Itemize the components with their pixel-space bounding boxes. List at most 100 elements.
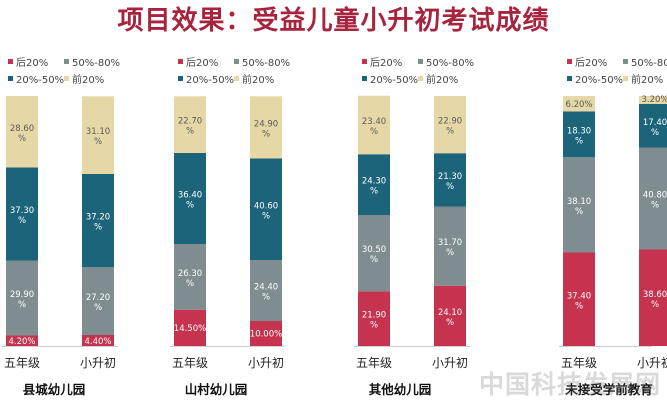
legend-swatch [362, 76, 367, 81]
legend-label: 前20% [242, 73, 274, 86]
legend-label: 后20% [186, 57, 218, 69]
bar-segment-upper [174, 153, 206, 244]
category-label: 五年级 [561, 356, 597, 370]
bar-segment-mid [563, 157, 595, 253]
watermark: 中国科技发展网 [478, 370, 661, 399]
data-label: 40.80% [643, 191, 667, 211]
data-label: 27.20% [86, 293, 110, 313]
legend-label: 20%-50% [370, 75, 418, 86]
legend-swatch [623, 59, 628, 64]
bar-segment-upper [563, 111, 595, 158]
bar-segment-mid [250, 260, 282, 321]
legend-swatch [567, 59, 572, 64]
data-label: 28.60% [10, 124, 34, 144]
data-label: 23.40% [362, 117, 386, 137]
legend-swatch [418, 76, 423, 81]
data-label: 14.50% [174, 324, 206, 334]
bar-segment-after [250, 321, 282, 346]
data-label: 24.30% [362, 177, 386, 197]
bar-segment-mid [82, 267, 114, 335]
legend-swatch [178, 59, 183, 64]
data-label: 24.10% [438, 308, 462, 328]
data-label: 40.60% [254, 201, 278, 221]
legend-label: 50%-80% [242, 58, 290, 69]
data-label: 37.20% [86, 213, 110, 233]
data-label: 38.60% [643, 290, 667, 310]
legend-swatch [8, 59, 13, 64]
bar-segment-upper [82, 174, 114, 267]
data-label: 3.20% [641, 95, 667, 105]
legend-swatch [64, 76, 69, 81]
legend-label: 20%-50% [575, 75, 623, 86]
bar-segment-after [639, 249, 667, 346]
data-label: 18.30% [567, 126, 591, 146]
legend-swatch [178, 76, 183, 81]
legend-swatch [234, 76, 239, 81]
bar-segment-mid [639, 147, 667, 250]
data-label: 24.90% [254, 119, 278, 139]
bar-segment-after [358, 291, 390, 346]
legend-swatch [8, 76, 13, 81]
bar-segment-upper [6, 167, 38, 261]
category-label: 五年级 [4, 356, 40, 370]
data-label: 29.90% [10, 290, 34, 310]
panel-title: 未接受学前教育 [564, 382, 653, 397]
category-label: 小升初 [80, 356, 116, 370]
bar-segment-after [434, 285, 466, 346]
category-label: 小升初 [248, 356, 284, 370]
legend-label: 20%-50% [16, 75, 64, 86]
data-label: 30.50% [362, 245, 386, 265]
legend-swatch [234, 59, 239, 64]
data-label: 36.40% [178, 191, 202, 211]
bar-segment-top [639, 96, 667, 104]
bar-segment-top [6, 96, 38, 168]
panel-title: 其他幼儿园 [369, 382, 432, 397]
bar-segment-top [434, 96, 466, 154]
legend-label: 前20% [72, 73, 104, 86]
panel-title: 县城幼儿园 [23, 382, 86, 397]
bar-segment-top [358, 95, 390, 155]
category-label: 小升初 [432, 356, 468, 370]
bar-segment-top [82, 96, 114, 174]
bar-segment-after [82, 335, 114, 346]
data-label: 4.40% [84, 337, 111, 347]
bar-segment-upper [250, 158, 282, 260]
data-label: 24.40% [254, 283, 278, 303]
panel-title: 山村幼儿园 [185, 382, 248, 397]
bar-segment-top [250, 96, 282, 159]
bar-segment-mid [358, 215, 390, 292]
bar-segment-upper [639, 104, 667, 148]
legend-swatch [362, 59, 367, 64]
data-label: 38.10% [567, 197, 591, 217]
category-label: 五年级 [172, 356, 208, 370]
bar-segment-after [563, 252, 595, 346]
data-label: 21.90% [362, 311, 386, 331]
data-label: 6.20% [565, 100, 592, 110]
bar-segment-mid [434, 206, 466, 286]
bar-segment-top [174, 96, 206, 153]
legend-swatch [418, 59, 423, 64]
legend-label: 50%-80% [426, 58, 474, 69]
legend-label: 50%-80% [72, 58, 120, 69]
data-label: 31.10% [86, 127, 110, 147]
data-label: 4.20% [8, 337, 35, 347]
page-title: 项目效果：受益儿童小升初考试成绩 [117, 6, 550, 36]
bar-segment-mid [6, 260, 38, 336]
legend-swatch [64, 59, 69, 64]
legend-label: 前20% [631, 73, 663, 86]
data-label: 22.90% [438, 117, 462, 137]
legend-label: 50%-80% [631, 58, 667, 69]
legend-label: 后20% [16, 57, 48, 69]
data-label: 21.30% [438, 172, 462, 192]
bar-segment-top [563, 96, 595, 112]
data-label: 26.30% [178, 269, 202, 289]
bar-segment-upper [358, 154, 390, 215]
bar-segment-after [6, 335, 38, 346]
category-label: 小升初 [637, 356, 667, 370]
data-label: 31.70% [438, 238, 462, 258]
category-label: 五年级 [356, 356, 392, 370]
legend-swatch [623, 76, 628, 81]
bar-segment-mid [174, 244, 206, 310]
legend-label: 前20% [426, 73, 458, 86]
